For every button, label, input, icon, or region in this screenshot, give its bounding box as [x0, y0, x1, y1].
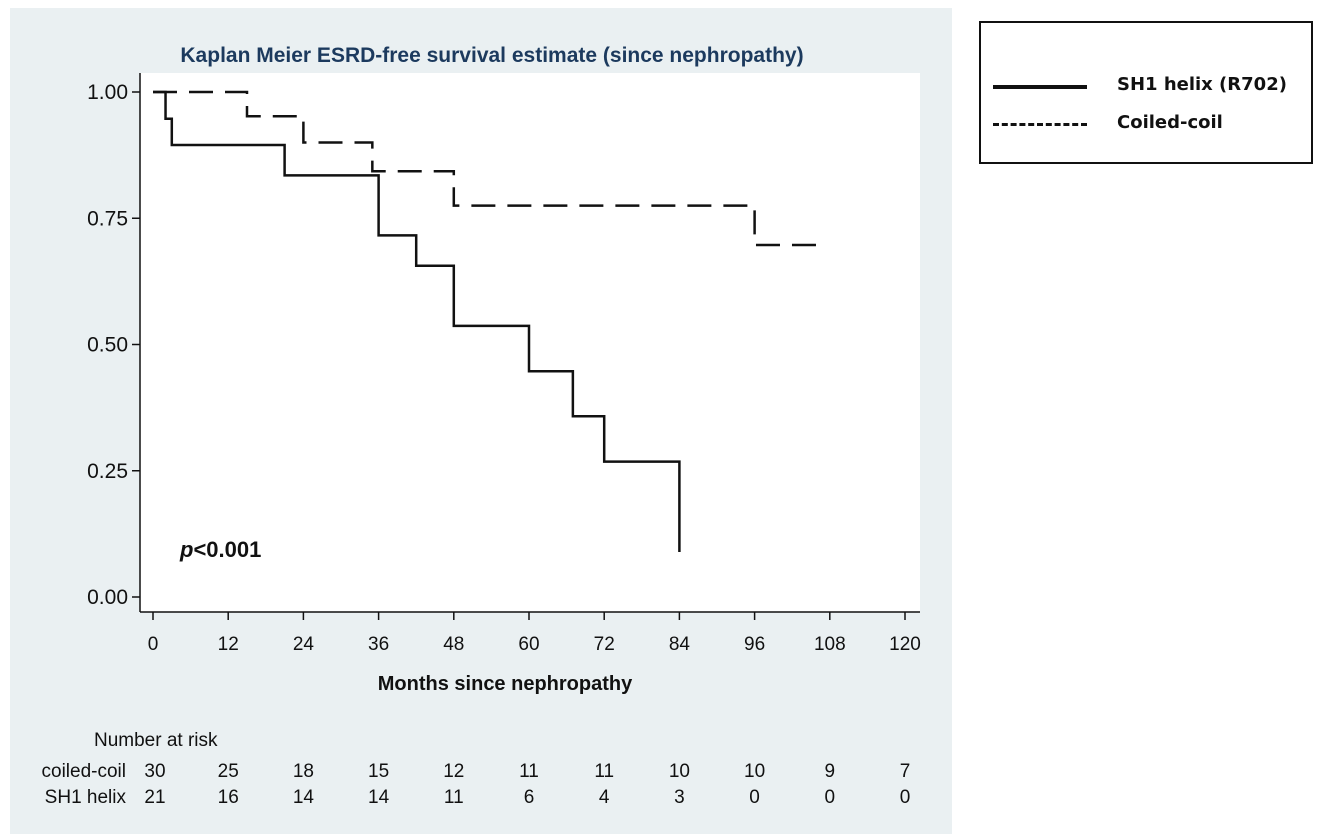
legend-label: SH1 helix (R702) [1117, 74, 1287, 95]
risk-count: 4 [599, 787, 610, 808]
p-value-symbol: p [179, 537, 193, 562]
risk-count: 3 [674, 787, 685, 808]
legend-swatch-dashed [993, 123, 1087, 126]
risk-row-label: SH1 helix [45, 787, 127, 808]
risk-count: 0 [825, 787, 836, 808]
risk-count: 30 [144, 761, 165, 782]
x-tick-label: 120 [889, 634, 921, 655]
risk-count: 11 [594, 761, 614, 782]
risk-count: 11 [519, 761, 539, 782]
x-tick-label: 96 [744, 634, 765, 655]
legend-swatch-solid [993, 85, 1087, 89]
risk-count: 9 [825, 761, 836, 782]
risk-count: 10 [744, 761, 765, 782]
risk-count: 21 [144, 787, 165, 808]
x-tick-label: 24 [293, 634, 315, 655]
legend-item-coiled-coil: Coiled-coil [981, 109, 1311, 139]
y-tick-label: 0.75 [87, 207, 128, 230]
y-tick-label: 0.50 [87, 334, 128, 357]
risk-row-label: coiled-coil [42, 761, 126, 782]
x-tick-label: 108 [814, 634, 846, 655]
risk-count: 14 [368, 787, 390, 808]
risk-table-title: Number at risk [94, 730, 218, 751]
risk-count: 15 [368, 761, 389, 782]
risk-count: 6 [524, 787, 535, 808]
legend-item-sh1-helix: SH1 helix (R702) [981, 71, 1311, 101]
x-axis-label: Months since nephropathy [378, 673, 633, 695]
y-tick-label: 0.25 [87, 460, 128, 483]
risk-count: 16 [218, 787, 239, 808]
x-tick-label: 48 [443, 634, 464, 655]
risk-count: 0 [749, 787, 760, 808]
legend: SH1 helix (R702) Coiled-coil [979, 21, 1313, 164]
p-value-text: <0.001 [193, 537, 261, 562]
y-tick-label: 1.00 [87, 81, 128, 104]
risk-count: 25 [218, 761, 239, 782]
series-line-sh1-helix [153, 90, 681, 553]
risk-count: 10 [669, 761, 690, 782]
p-value-annotation: p<0.001 [179, 537, 261, 562]
risk-count: 7 [900, 761, 911, 782]
series-line-coiled-coil [153, 90, 824, 247]
x-tick-label: 36 [368, 634, 389, 655]
x-tick-label: 72 [594, 634, 615, 655]
risk-count: 11 [444, 787, 464, 808]
risk-count: 0 [900, 787, 911, 808]
chart-title: Kaplan Meier ESRD-free survival estimate… [180, 44, 803, 67]
risk-count: 12 [443, 761, 464, 782]
x-tick-label: 0 [148, 634, 159, 655]
x-tick-label: 12 [218, 634, 239, 655]
y-tick-label: 0.00 [87, 586, 128, 609]
legend-label: Coiled-coil [1117, 112, 1223, 133]
risk-count: 14 [293, 787, 315, 808]
x-tick-label: 60 [518, 634, 539, 655]
x-tick-label: 84 [669, 634, 691, 655]
risk-count: 18 [293, 761, 314, 782]
